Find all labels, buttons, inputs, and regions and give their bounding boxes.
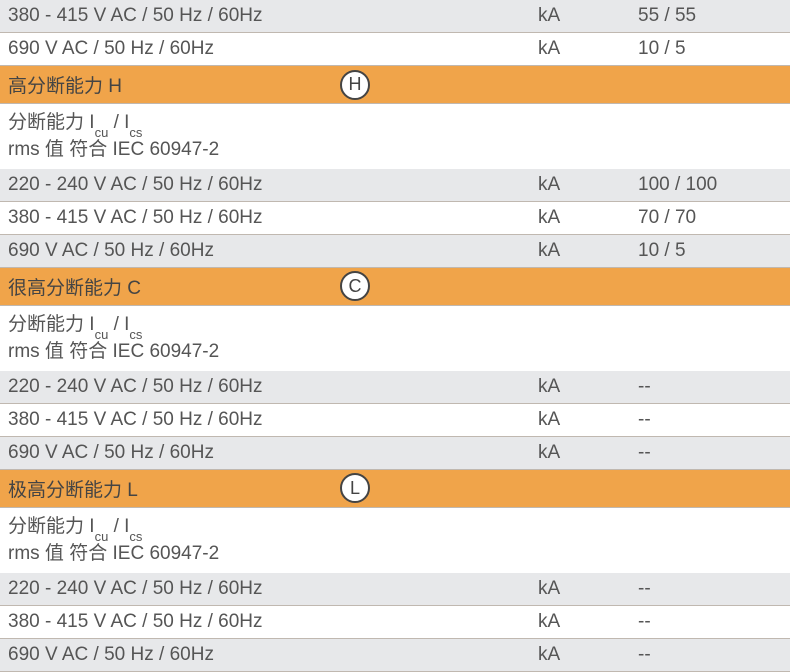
table-row: 690 V AC / 50 Hz / 60HzkA-- — [0, 437, 790, 470]
row-unit: kA — [538, 611, 638, 633]
table-row: 380 - 415 V AC / 50 Hz / 60HzkA70 / 70 — [0, 202, 790, 235]
row-label: 380 - 415 V AC / 50 Hz / 60Hz — [8, 409, 538, 431]
badge-wrap: H — [328, 70, 782, 100]
section-description: 分断能力 Icu / Icsrms 值 符合 IEC 60947-2 — [0, 508, 790, 573]
table-row: 690 V AC / 50 Hz / 60HzkA10 / 5 — [0, 33, 790, 66]
row-unit: kA — [538, 409, 638, 431]
row-unit: kA — [538, 5, 638, 27]
desc-line-1: 分断能力 Icu / Ics — [8, 514, 782, 541]
row-unit: kA — [538, 207, 638, 229]
row-label: 690 V AC / 50 Hz / 60Hz — [8, 644, 538, 666]
section-title: 很高分断能力 C — [8, 273, 328, 300]
row-label: 690 V AC / 50 Hz / 60Hz — [8, 240, 538, 262]
row-unit: kA — [538, 376, 638, 398]
row-value: 10 / 5 — [638, 38, 782, 60]
section-description: 分断能力 Icu / Icsrms 值 符合 IEC 60947-2 — [0, 104, 790, 169]
row-value: 55 / 55 — [638, 5, 782, 27]
row-unit: kA — [538, 240, 638, 262]
badge-wrap: C — [328, 271, 782, 301]
desc-line-2: rms 值 符合 IEC 60947-2 — [8, 137, 782, 163]
table-row: 380 - 415 V AC / 50 Hz / 60HzkA-- — [0, 404, 790, 437]
row-unit: kA — [538, 644, 638, 666]
row-value: 70 / 70 — [638, 207, 782, 229]
table-row: 690 V AC / 50 Hz / 60HzkA-- — [0, 639, 790, 672]
table-row: 220 - 240 V AC / 50 Hz / 60HzkA-- — [0, 573, 790, 606]
row-label: 380 - 415 V AC / 50 Hz / 60Hz — [8, 5, 538, 27]
row-label: 220 - 240 V AC / 50 Hz / 60Hz — [8, 578, 538, 600]
table-row: 380 - 415 V AC / 50 Hz / 60HzkA55 / 55 — [0, 0, 790, 33]
row-label: 380 - 415 V AC / 50 Hz / 60Hz — [8, 611, 538, 633]
row-label: 690 V AC / 50 Hz / 60Hz — [8, 38, 538, 60]
row-unit: kA — [538, 38, 638, 60]
row-value: 100 / 100 — [638, 174, 782, 196]
row-value: -- — [638, 442, 782, 464]
row-label: 690 V AC / 50 Hz / 60Hz — [8, 442, 538, 464]
section-header: 很高分断能力 C C — [0, 268, 790, 306]
table-row: 380 - 415 V AC / 50 Hz / 60HzkA-- — [0, 606, 790, 639]
section-header: 极高分断能力 L L — [0, 470, 790, 508]
row-value: 10 / 5 — [638, 240, 782, 262]
section-badge-icon: L — [340, 473, 370, 503]
desc-line-2: rms 值 符合 IEC 60947-2 — [8, 541, 782, 567]
section-badge-icon: H — [340, 70, 370, 100]
badge-wrap: L — [328, 473, 782, 503]
section-title: 极高分断能力 L — [8, 475, 328, 502]
table-row: 220 - 240 V AC / 50 Hz / 60HzkA100 / 100 — [0, 169, 790, 202]
row-unit: kA — [538, 174, 638, 196]
spec-table: 380 - 415 V AC / 50 Hz / 60HzkA55 / 5569… — [0, 0, 790, 672]
row-unit: kA — [538, 442, 638, 464]
row-label: 220 - 240 V AC / 50 Hz / 60Hz — [8, 376, 538, 398]
row-unit: kA — [538, 578, 638, 600]
section-badge-icon: C — [340, 271, 370, 301]
row-value: -- — [638, 578, 782, 600]
row-value: -- — [638, 409, 782, 431]
table-row: 220 - 240 V AC / 50 Hz / 60HzkA-- — [0, 371, 790, 404]
row-value: -- — [638, 611, 782, 633]
table-row: 690 V AC / 50 Hz / 60HzkA10 / 5 — [0, 235, 790, 268]
desc-line-1: 分断能力 Icu / Ics — [8, 312, 782, 339]
row-value: -- — [638, 644, 782, 666]
desc-line-2: rms 值 符合 IEC 60947-2 — [8, 339, 782, 365]
row-value: -- — [638, 376, 782, 398]
section-header: 高分断能力 H H — [0, 66, 790, 104]
section-description: 分断能力 Icu / Icsrms 值 符合 IEC 60947-2 — [0, 306, 790, 371]
section-title: 高分断能力 H — [8, 71, 328, 98]
row-label: 220 - 240 V AC / 50 Hz / 60Hz — [8, 174, 538, 196]
row-label: 380 - 415 V AC / 50 Hz / 60Hz — [8, 207, 538, 229]
desc-line-1: 分断能力 Icu / Ics — [8, 110, 782, 137]
